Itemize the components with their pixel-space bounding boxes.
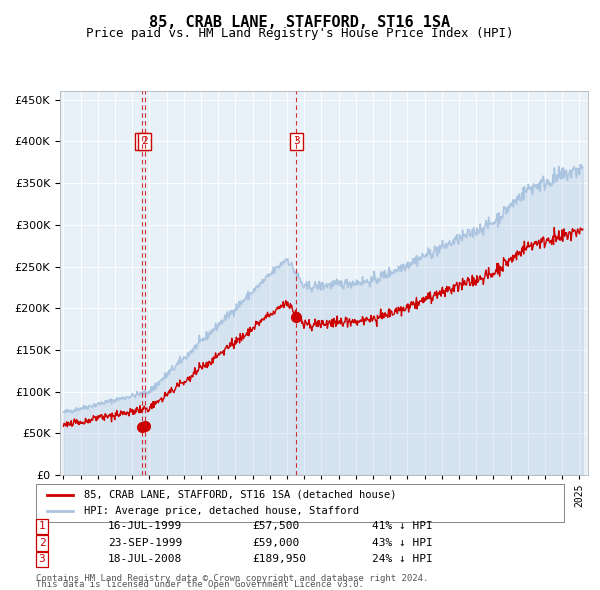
Text: 85, CRAB LANE, STAFFORD, ST16 1SA (detached house): 85, CRAB LANE, STAFFORD, ST16 1SA (detac… [83, 490, 396, 500]
Text: 16-JUL-1999: 16-JUL-1999 [108, 522, 182, 531]
Text: 1: 1 [138, 136, 145, 146]
Text: Price paid vs. HM Land Registry's House Price Index (HPI): Price paid vs. HM Land Registry's House … [86, 27, 514, 40]
Text: HPI: Average price, detached house, Stafford: HPI: Average price, detached house, Staf… [83, 506, 359, 516]
Text: 43% ↓ HPI: 43% ↓ HPI [372, 538, 433, 548]
Text: 3: 3 [38, 555, 46, 564]
Text: 41% ↓ HPI: 41% ↓ HPI [372, 522, 433, 531]
Text: 1: 1 [38, 522, 46, 531]
Text: £57,500: £57,500 [252, 522, 299, 531]
Text: This data is licensed under the Open Government Licence v3.0.: This data is licensed under the Open Gov… [36, 581, 364, 589]
Text: 23-SEP-1999: 23-SEP-1999 [108, 538, 182, 548]
Text: 24% ↓ HPI: 24% ↓ HPI [372, 555, 433, 564]
Text: £59,000: £59,000 [252, 538, 299, 548]
Text: 2: 2 [38, 538, 46, 548]
Text: 18-JUL-2008: 18-JUL-2008 [108, 555, 182, 564]
Text: 2: 2 [142, 136, 148, 146]
Text: 3: 3 [293, 136, 299, 146]
Text: £189,950: £189,950 [252, 555, 306, 564]
Text: Contains HM Land Registry data © Crown copyright and database right 2024.: Contains HM Land Registry data © Crown c… [36, 574, 428, 583]
Text: 85, CRAB LANE, STAFFORD, ST16 1SA: 85, CRAB LANE, STAFFORD, ST16 1SA [149, 15, 451, 30]
